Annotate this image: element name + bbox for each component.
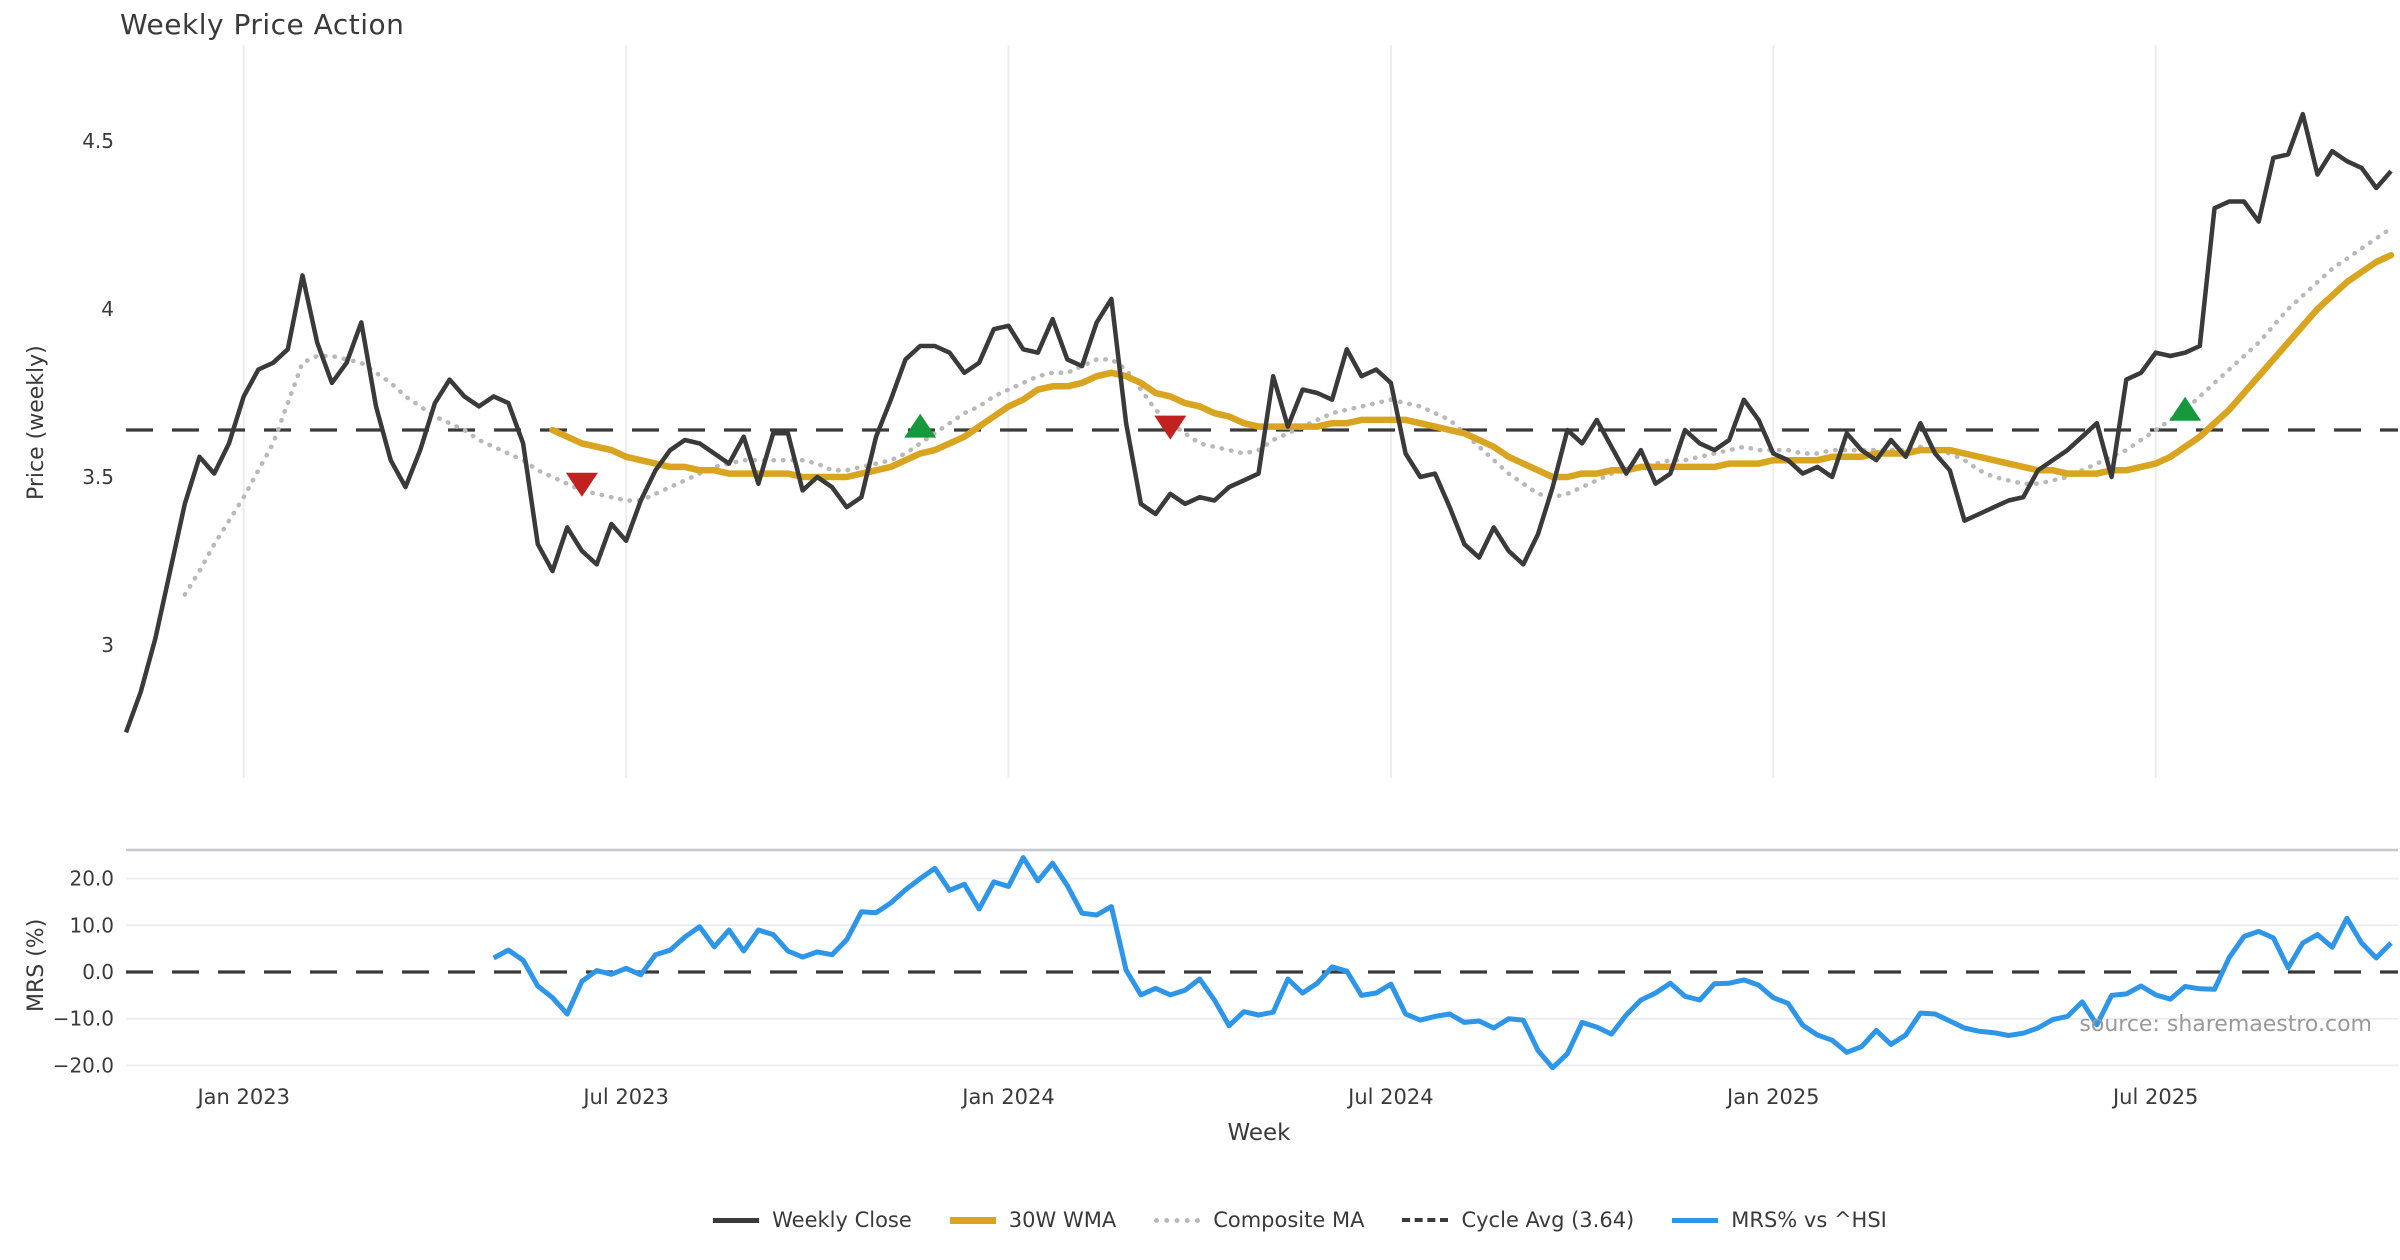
legend-swatch-3 (1402, 1218, 1449, 1222)
source-note: source: sharemaestro.com (2079, 1012, 2372, 1037)
xtick-jan-2023: Jan 2023 (195, 1085, 290, 1109)
legend-label-30w-wma: 30W WMA (1008, 1208, 1117, 1232)
xtick-jan-2024: Jan 2024 (960, 1085, 1055, 1109)
sell-marker (1154, 415, 1187, 440)
price-axis-label: Price (weekly) (24, 345, 49, 500)
mrs-ytick-20: 20.0 (69, 867, 114, 891)
legend-item-composite-ma: Composite MA (1154, 1208, 1364, 1232)
legend-swatch-1 (949, 1216, 996, 1224)
mrs-ytick--10: −10.0 (53, 1007, 114, 1031)
legend-item-30w-wma: 30W WMA (949, 1208, 1117, 1232)
weekly-close-line (123, 111, 2393, 734)
legend-label-cycle-avg: Cycle Avg (3.64) (1461, 1208, 1635, 1232)
xtick-jul-2023: Jul 2023 (581, 1085, 668, 1109)
mrs-ytick-0: 0.0 (82, 960, 114, 984)
legend-label-mrs: MRS% vs ^HSI (1731, 1208, 1887, 1232)
legend: Weekly Close 30W WMA Composite MA Cycle … (200, 1198, 2400, 1242)
legend-item-weekly-close: Weekly Close (713, 1208, 912, 1232)
week-axis-label: Week (1227, 1120, 1291, 1146)
chart-title: Weekly Price Action (120, 8, 405, 41)
sell-marker (565, 472, 598, 497)
price-ytick-4.5: 4.5 (82, 129, 114, 153)
xtick-jan-2025: Jan 2025 (1725, 1085, 1820, 1109)
xtick-jul-2025: Jul 2025 (2111, 1085, 2198, 1109)
price-ytick-4: 4 (101, 297, 114, 321)
mrs-axis-label: MRS (%) (24, 918, 49, 1012)
buy-marker (904, 413, 937, 438)
legend-label-composite-ma: Composite MA (1213, 1208, 1365, 1232)
legend-swatch-0 (713, 1217, 760, 1223)
mrs-line (492, 855, 2393, 1071)
composite-ma-line (182, 226, 2394, 597)
legend-item-mrs: MRS% vs ^HSI (1672, 1208, 1887, 1232)
mrs-ytick--20: −20.0 (53, 1053, 114, 1077)
buy-marker (2169, 396, 2202, 421)
legend-label-weekly-close: Weekly Close (772, 1208, 912, 1232)
legend-item-cycle-avg: Cycle Avg (3.64) (1402, 1208, 1634, 1232)
legend-swatch-4 (1672, 1217, 1719, 1223)
legend-swatch-2 (1154, 1217, 1201, 1223)
wma-line (549, 251, 2395, 481)
xtick-jul-2024: Jul 2024 (1346, 1085, 1433, 1109)
mrs-ytick-10: 10.0 (69, 913, 114, 937)
price-ytick-3: 3 (101, 633, 114, 657)
price-ytick-3.5: 3.5 (82, 465, 114, 489)
